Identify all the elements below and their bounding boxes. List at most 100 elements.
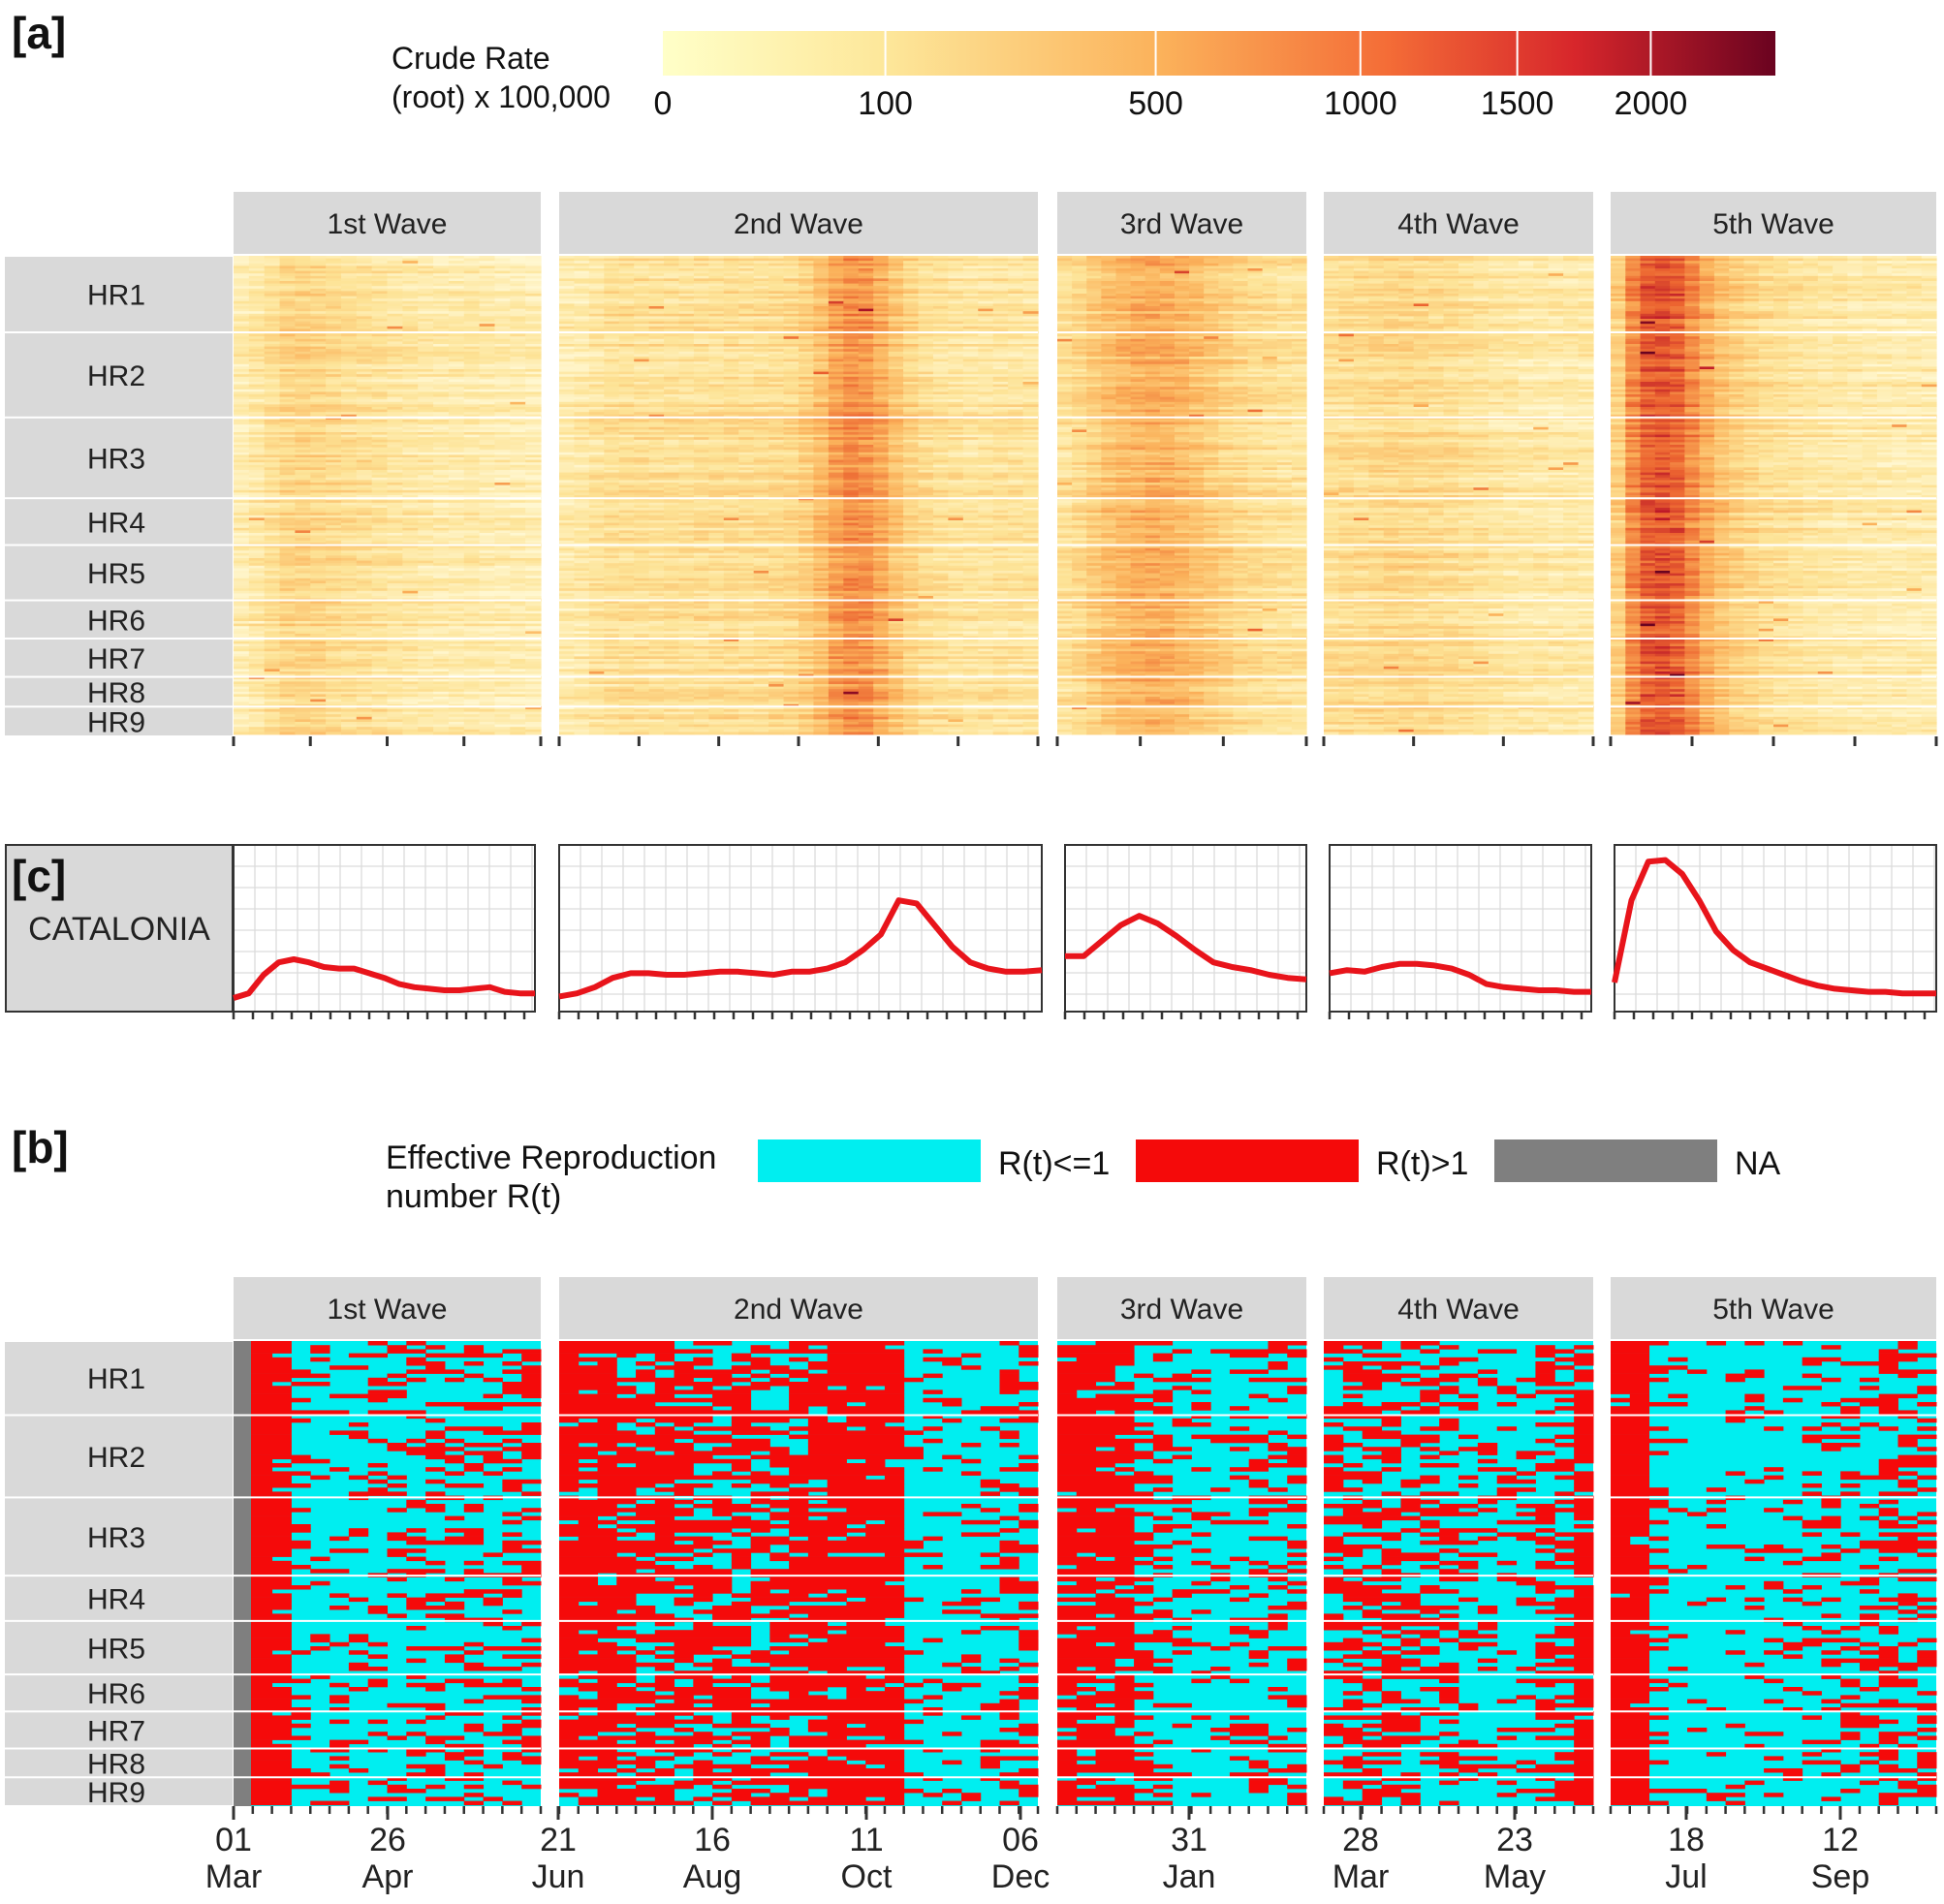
heatmap-a-cell: [889, 278, 904, 281]
heatmap-a-cell: [310, 566, 326, 569]
heatmap-a-cell: [341, 319, 357, 322]
heatmap-a-cell: [449, 470, 464, 473]
heatmap-a-cell: [433, 264, 449, 266]
heatmap-a-cell: [341, 634, 357, 637]
heatmap-a-cell: [418, 298, 433, 301]
heatmap-a-cell: [372, 404, 388, 407]
heatmap-a-cell: [480, 697, 495, 700]
heatmap-a-cell: [418, 702, 433, 704]
heatmap-a-cell: [494, 268, 510, 271]
heatmap-a-cell: [418, 303, 433, 306]
heatmap-a-cell: [265, 354, 280, 357]
heatmap-a-cell: [357, 259, 372, 262]
heatmap-a-cell: [464, 344, 480, 347]
heatmap-a-cell: [433, 596, 449, 599]
heatmap-a-cell: [418, 626, 433, 629]
heatmap-a-cell: [326, 265, 341, 268]
heatmap-a-cell: [295, 437, 310, 440]
heatmap-a-cell: [903, 278, 919, 281]
heatmap-a-cell: [708, 336, 724, 339]
heatmap-a-cell: [326, 611, 341, 614]
heatmap-a-cell: [295, 322, 310, 325]
heatmap-a-cell: [280, 369, 296, 372]
heatmap-a-cell: [933, 264, 949, 266]
heatmap-a-cell: [418, 681, 433, 684]
heatmap-a-cell: [372, 265, 388, 268]
heatmap-a-cell: [574, 309, 589, 312]
heatmap-a-cell: [480, 354, 495, 357]
heatmap-a-cell: [295, 709, 310, 712]
heatmap-a-cell: [295, 609, 310, 611]
heatmap-a-cell: [402, 322, 418, 325]
heatmap-a-cell: [402, 541, 418, 544]
heatmap-a-cell: [525, 508, 541, 511]
heatmap-a-cell: [510, 689, 525, 692]
heatmap-a-cell: [265, 278, 280, 281]
heatmap-a-cell: [326, 578, 341, 581]
heatmap-a-cell: [357, 732, 372, 734]
heatmap-a-cell: [295, 689, 310, 692]
heatmap-a-cell: [295, 500, 310, 503]
heatmap-a-cell: [341, 611, 357, 614]
heatmap-a-cell: [280, 511, 296, 514]
heatmap-a-cell: [525, 561, 541, 564]
heatmap-a-cell: [619, 294, 635, 297]
heatmap-a-cell: [372, 374, 388, 377]
heatmap-a-cell: [525, 324, 541, 327]
heatmap-a-cell: [357, 454, 372, 457]
heatmap-a-cell: [388, 533, 403, 536]
heatmap-a-cell: [664, 264, 679, 266]
heatmap-a-cell: [388, 470, 403, 473]
colorbar-tick-label: 500: [1128, 85, 1183, 122]
heatmap-a-cell: [464, 511, 480, 514]
heatmap-a-cell: [829, 265, 844, 268]
heatmap-a-cell: [280, 344, 296, 347]
heatmap-a-cell: [464, 679, 480, 682]
heatmap-a-cell: [341, 508, 357, 511]
heatmap-a-cell: [357, 341, 372, 344]
heatmap-a-cell: [265, 520, 280, 523]
heatmap-a-cell: [249, 336, 265, 339]
heatmap-a-cell: [494, 454, 510, 457]
heatmap-a-cell: [480, 561, 495, 564]
heatmap-a-cell: [510, 687, 525, 690]
heatmap-a-cell: [604, 322, 619, 325]
heatmap-a-cell: [418, 473, 433, 476]
heatmap-a-cell: [464, 427, 480, 430]
heatmap-a-cell: [919, 259, 934, 262]
heatmap-a-cell: [993, 336, 1009, 339]
heatmap-a-cell: [249, 450, 265, 453]
heatmap-a-cell: [494, 500, 510, 503]
heatmap-a-cell: [310, 297, 326, 299]
heatmap-a-cell: [433, 440, 449, 443]
heatmap-a-cell: [326, 511, 341, 514]
heatmap-a-cell: [357, 586, 372, 589]
heatmap-a-cell: [249, 550, 265, 553]
heatmap-a-cell: [249, 324, 265, 327]
heatmap-a-cell: [919, 291, 934, 294]
heatmap-a-cell: [372, 281, 388, 284]
heatmap-a-cell: [433, 604, 449, 607]
colorbar-gradient: [663, 31, 1775, 76]
heatmap-a-cell: [326, 601, 341, 604]
heatmap-a-cell: [372, 391, 388, 394]
heatmap-a-cell: [234, 286, 249, 289]
heatmap-a-cell: [525, 387, 541, 390]
heatmap-a-cell: [903, 265, 919, 268]
heatmap-a-cell: [559, 301, 575, 304]
heatmap-a-cell: [249, 328, 265, 331]
heatmap-a-cell: [993, 256, 1009, 259]
heatmap-a-cell: [843, 276, 859, 279]
heatmap-a-cell: [357, 276, 372, 279]
heatmap-a-cell: [1023, 322, 1039, 325]
heatmap-a-cell: [388, 641, 403, 644]
heatmap-a-cell: [433, 624, 449, 627]
heatmap-a-cell: [694, 319, 709, 322]
heatmap-a-cell: [525, 702, 541, 704]
heatmap-a-cell: [341, 641, 357, 644]
heatmap-a-cell: [494, 616, 510, 619]
heatmap-a-cell: [372, 311, 388, 314]
heatmap-a-cell: [574, 268, 589, 271]
heatmap-a-cell: [388, 523, 403, 526]
heatmap-a-cell: [357, 382, 372, 385]
